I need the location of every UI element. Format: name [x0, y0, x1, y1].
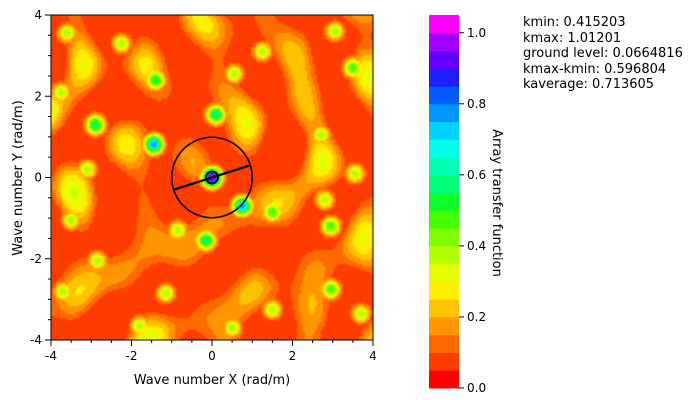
x-tick-label: 0	[208, 349, 216, 363]
colorbar-tick-label: 0.2	[467, 310, 486, 324]
colorbar-segment	[429, 334, 459, 353]
stat-kmin: kmin: 0.415203	[523, 15, 626, 30]
colorbar-segment	[429, 157, 459, 176]
direction-line	[173, 164, 251, 191]
stat-ground-level: ground level: 0.0664816	[523, 46, 683, 61]
x-axis: -4 -2 0 2 4	[45, 340, 377, 363]
x-tick-label: 4	[369, 349, 377, 363]
colorbar-segment	[429, 86, 459, 105]
colorbar-segment	[429, 263, 459, 282]
center-peak-marker	[205, 170, 219, 185]
stats-panel: kmin: 0.415203 kmax: 1.01201 ground leve…	[523, 15, 683, 93]
x-tick-label: 2	[289, 349, 297, 363]
colorbar-segment	[429, 174, 459, 194]
colorbar-segment	[429, 281, 459, 300]
y-axis: -4 -2 0 2 4	[30, 8, 51, 347]
colorbar-tick-label: 0.4	[467, 239, 486, 253]
colorbar-segment	[429, 68, 459, 87]
colorbar-segment	[429, 352, 459, 371]
colorbar-segment	[429, 370, 459, 389]
stat-kmax: kmax: 1.01201	[523, 30, 622, 46]
y-tick-label: 0	[34, 171, 42, 185]
colorbar-segment	[429, 139, 459, 158]
colorbar-segment	[429, 210, 459, 229]
colorbar-segment	[429, 50, 459, 69]
overlay	[170, 136, 254, 219]
colorbar-tick-label: 0.8	[467, 97, 486, 111]
y-tick-label: -4	[30, 333, 42, 347]
colorbar-label: Array transfer function	[489, 129, 504, 277]
colorbar-segment	[429, 228, 459, 247]
colorbar-segment	[429, 32, 459, 52]
y-tick-label: -2	[30, 252, 42, 266]
colorbar-tick-label: 0.0	[467, 381, 486, 395]
colorbar-tick-label: 1.0	[467, 26, 486, 40]
y-axis-label: Wave number Y (rad/m)	[11, 100, 26, 256]
colorbar-segment	[429, 103, 459, 123]
y-tick-label: 4	[34, 8, 42, 22]
colorbar-segment	[429, 316, 459, 336]
colorbar-segment	[429, 15, 459, 34]
colorbar-segment	[429, 299, 459, 318]
stat-kmax-kmin: kmax-kmin: 0.596804	[523, 61, 667, 77]
x-tick-label: -4	[45, 349, 57, 363]
colorbar-tick-label: 0.6	[467, 168, 486, 182]
colorbar: 0.0 0.2 0.4 0.6 0.8 1.0	[429, 15, 486, 395]
colorbar-segment	[429, 245, 459, 265]
x-axis-label: Wave number X (rad/m)	[134, 373, 290, 388]
stat-kaverage: kaverage: 0.713605	[523, 77, 655, 92]
resolution-circle	[170, 136, 254, 219]
colorbar-segment	[429, 192, 459, 211]
colorbar-segment	[429, 121, 459, 140]
x-tick-label: -2	[126, 349, 138, 363]
y-tick-label: 2	[34, 89, 42, 103]
